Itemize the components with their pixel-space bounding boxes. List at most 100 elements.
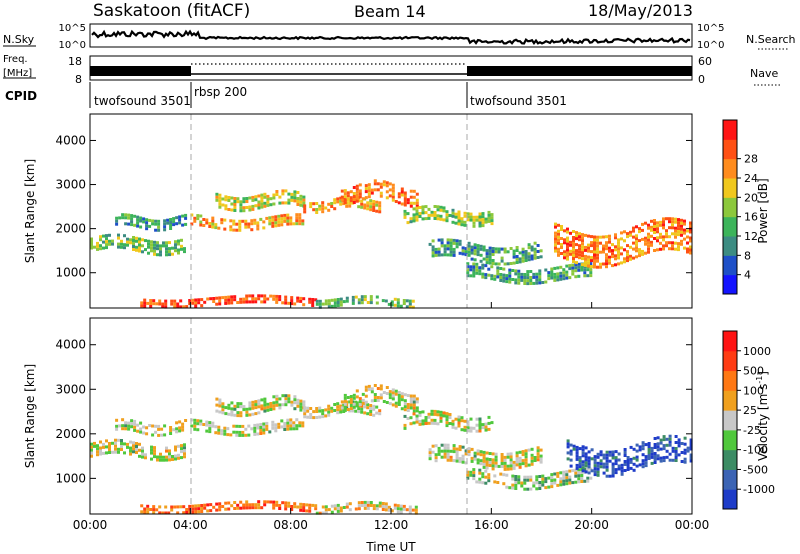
heatmap-cell [393,506,397,510]
heatmap-cell [536,458,540,462]
heatmap-cell [340,198,344,202]
heatmap-cell [199,422,203,426]
heatmap-cell [527,448,531,452]
heatmap-cell [527,255,531,259]
heatmap-cell [275,297,279,301]
heatmap-cell [647,235,650,239]
heatmap-cell [165,244,168,248]
heatmap-cell [560,246,563,249]
heatmap-cell [572,254,575,257]
heatmap-cell [154,219,158,223]
heatmap-cell [272,404,276,408]
heatmap-cell [481,481,485,485]
heatmap-cell [352,195,356,198]
heatmap-cell [497,250,501,254]
heatmap-cell [156,253,159,257]
heatmap-cell [683,460,687,464]
heatmap-cell [336,411,340,415]
heatmap-cell [469,218,473,222]
heatmap-cell [449,458,453,462]
heatmap-cell [166,218,170,222]
heatmap-cell [494,461,498,465]
heatmap-cell [181,214,185,218]
heatmap-cell [381,505,385,508]
heatmap-cell [578,238,581,242]
heatmap-cell [485,463,489,467]
heatmap-cell [171,458,174,461]
heatmap-cell [469,473,473,477]
heatmap-cell [293,302,297,306]
heatmap-cell [608,255,611,259]
heatmap-cell [178,426,182,430]
heatmap-cell [467,447,471,451]
heatmap-cell [120,445,123,448]
colorbar-tick-label: 100 [743,384,764,397]
heatmap-cell [143,304,147,308]
heatmap-cell [470,245,474,249]
heatmap-cell [369,202,373,206]
heatmap-cell [390,303,394,307]
heatmap-cell [224,207,228,211]
heatmap-cell [306,406,310,410]
heatmap-cell [593,470,597,474]
heatmap-cell [479,247,483,251]
heatmap-cell [641,237,644,241]
heatmap-cell [565,479,569,483]
heatmap-cell [518,450,522,454]
heatmap-cell [208,225,212,228]
heatmap-cell [318,207,322,211]
heatmap-cell [99,440,102,444]
heatmap-cell [257,503,261,507]
heatmap-cell [575,445,579,449]
heatmap-cell [140,304,144,308]
heatmap-cell [318,415,322,419]
heatmap-cell [311,298,315,301]
heatmap-cell [626,468,630,471]
heatmap-cell [526,276,530,280]
heatmap-cell [369,295,373,299]
heatmap-cell [159,452,162,456]
heatmap-cell [641,249,644,253]
heatmap-cell [321,505,325,509]
heatmap-cell [141,446,144,450]
heatmap-cell [220,218,224,222]
heatmap-cell [408,302,412,306]
heatmap-cell [517,281,521,285]
heatmap-cell [415,406,419,410]
heatmap-cell [342,300,346,304]
heatmap-cell [547,277,551,281]
heatmap-cell [566,245,569,249]
heatmap-cell [478,477,482,481]
heatmap-cell [614,236,617,240]
heatmap-cell [378,504,382,508]
heatmap-cell [130,217,134,221]
heatmap-cell [482,465,486,469]
heatmap-cell [355,187,359,191]
heatmap-cell [295,418,299,422]
heatmap-cell [512,252,516,256]
heatmap-cell [473,246,477,250]
heatmap-cell [506,455,510,459]
heatmap-cell [349,398,353,401]
heatmap-cell [505,280,509,284]
heatmap-cell [502,276,506,280]
heatmap-cell [202,218,206,221]
heatmap-cell [641,465,645,469]
heatmap-cell [491,262,495,265]
heatmap-cell [445,213,449,217]
heatmap-cell [482,450,486,454]
heatmap-cell [223,227,227,231]
heatmap-cell [584,455,588,459]
heatmap-cell [668,434,672,438]
heatmap-cell [209,297,213,301]
heatmap-cell [127,427,131,431]
heatmap-cell [581,239,584,243]
heatmap-cell [384,502,388,506]
heatmap-cell [366,503,370,507]
velocity-heatmap [90,384,693,515]
heatmap-cell [557,250,560,254]
heatmap-cell [671,446,675,450]
heatmap-cell [176,505,180,509]
heatmap-cell [143,507,147,511]
heatmap-cell [614,245,617,249]
